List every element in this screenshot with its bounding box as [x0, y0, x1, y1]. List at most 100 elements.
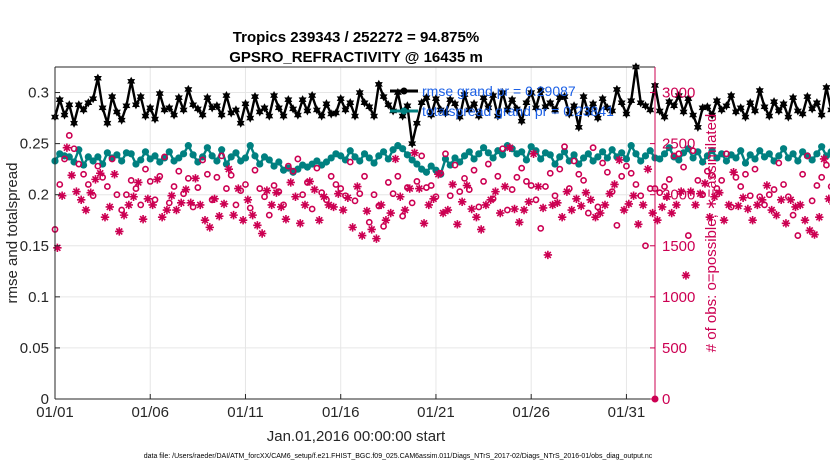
point-of-obs-assimilated — [391, 154, 400, 164]
point-rmse — [336, 94, 345, 104]
point-rmse — [74, 100, 83, 110]
point-of-obs-possible — [818, 173, 826, 181]
point-totalspread — [375, 152, 383, 160]
point-of-obs-assimilated — [396, 192, 405, 201]
point-of-obs-assimilated — [53, 243, 62, 253]
point-of-obs-possible — [589, 144, 597, 152]
point-of-obs-assimilated — [419, 219, 429, 228]
point-of-obs-assimilated — [657, 202, 667, 212]
point-rmse — [684, 94, 693, 104]
point-totalspread — [599, 148, 607, 156]
point-of-obs-possible — [389, 190, 397, 198]
point-of-obs-possible — [475, 203, 483, 211]
point-of-obs-possible — [542, 183, 549, 190]
point-rmse — [284, 95, 293, 105]
point-of-obs-assimilated — [653, 216, 662, 225]
point-totalspread — [808, 156, 816, 164]
point-of-obs-possible — [408, 199, 416, 207]
point-of-obs-assimilated — [738, 193, 748, 202]
point-rmse — [617, 98, 626, 108]
point-totalspread — [446, 161, 454, 169]
point-of-obs-possible — [694, 176, 702, 184]
point-of-obs-assimilated — [510, 204, 519, 214]
point-of-obs-assimilated — [548, 200, 557, 210]
point-rmse — [712, 96, 721, 106]
point-rmse — [693, 122, 702, 132]
point-of-obs-assimilated — [438, 208, 448, 218]
point-totalspread — [356, 157, 364, 165]
point-of-obs-assimilated — [810, 230, 819, 239]
point-rmse — [717, 105, 726, 115]
point-of-obs-possible — [199, 156, 207, 164]
point-of-obs-possible — [794, 232, 802, 239]
point-of-obs-assimilated — [191, 174, 200, 183]
point-of-obs-assimilated — [200, 216, 210, 225]
point-rmse — [798, 109, 807, 119]
point-of-obs-possible — [327, 172, 335, 180]
point-rmse — [260, 103, 269, 113]
point-of-obs-assimilated — [181, 185, 191, 194]
point-totalspread — [570, 151, 578, 159]
point-of-obs-assimilated — [253, 221, 262, 230]
point-of-obs-assimilated — [696, 189, 705, 198]
point-totalspread — [365, 154, 373, 162]
point-of-obs-assimilated — [515, 218, 524, 227]
point-rmse — [503, 105, 512, 115]
point-of-obs-possible — [765, 191, 773, 199]
point-rmse — [251, 92, 259, 102]
point-of-obs-assimilated — [562, 187, 572, 196]
point-totalspread — [413, 160, 421, 168]
y-tick-label: 0.05 — [20, 340, 49, 357]
point-of-obs-possible — [227, 171, 235, 179]
point-rmse — [346, 98, 355, 108]
point-of-obs-assimilated — [353, 182, 362, 191]
point-of-obs-possible — [427, 182, 435, 189]
point-of-obs-assimilated — [219, 199, 229, 209]
point-totalspread — [213, 157, 221, 165]
point-rmse — [208, 103, 217, 113]
point-of-obs-possible — [551, 192, 559, 200]
point-of-obs-possible — [61, 155, 68, 163]
point-of-obs-assimilated — [800, 216, 810, 225]
point-rmse — [531, 103, 540, 113]
y-axis-right-label: # of obs: o=possible; ∗=assimilated — [703, 114, 720, 353]
point-totalspread — [94, 153, 102, 161]
point-of-obs-assimilated — [410, 148, 419, 158]
point-totalspread — [741, 159, 750, 167]
point-of-obs-assimilated — [505, 143, 514, 152]
point-totalspread — [265, 156, 273, 164]
point-rmse — [708, 110, 717, 120]
point-of-obs-assimilated — [315, 216, 324, 225]
point-of-obs-assimilated — [110, 170, 119, 179]
point-of-obs-possible — [299, 191, 307, 199]
point-totalspread — [779, 145, 788, 153]
point-of-obs-possible — [484, 160, 492, 168]
point-rmse — [551, 105, 559, 115]
point-of-obs-assimilated — [405, 184, 414, 193]
point-totalspread — [737, 147, 745, 155]
point-of-obs-possible — [94, 162, 102, 170]
point-totalspread — [646, 147, 654, 155]
point-totalspread — [589, 157, 597, 165]
point-of-obs-possible — [132, 185, 140, 192]
point-rmse — [636, 98, 645, 108]
point-of-obs-assimilated — [529, 149, 538, 159]
point-rmse — [303, 106, 312, 116]
point-rmse — [198, 110, 207, 120]
point-of-obs-possible — [294, 155, 302, 163]
point-of-obs-possible — [618, 172, 626, 180]
point-rmse — [779, 99, 788, 109]
point-rmse — [379, 92, 388, 102]
point-rmse — [174, 93, 183, 103]
point-of-obs-possible — [718, 176, 726, 184]
point-of-obs-assimilated — [476, 225, 486, 234]
point-of-obs-assimilated — [96, 169, 105, 178]
point-of-obs-assimilated — [272, 188, 281, 197]
point-rmse — [141, 111, 150, 121]
point-totalspread — [227, 153, 235, 161]
point-of-obs-assimilated — [234, 184, 243, 193]
point-of-obs-assimilated — [553, 198, 562, 208]
point-of-obs-assimilated — [686, 187, 695, 196]
point-of-obs-possible — [70, 145, 78, 153]
point-rmse — [808, 104, 817, 114]
